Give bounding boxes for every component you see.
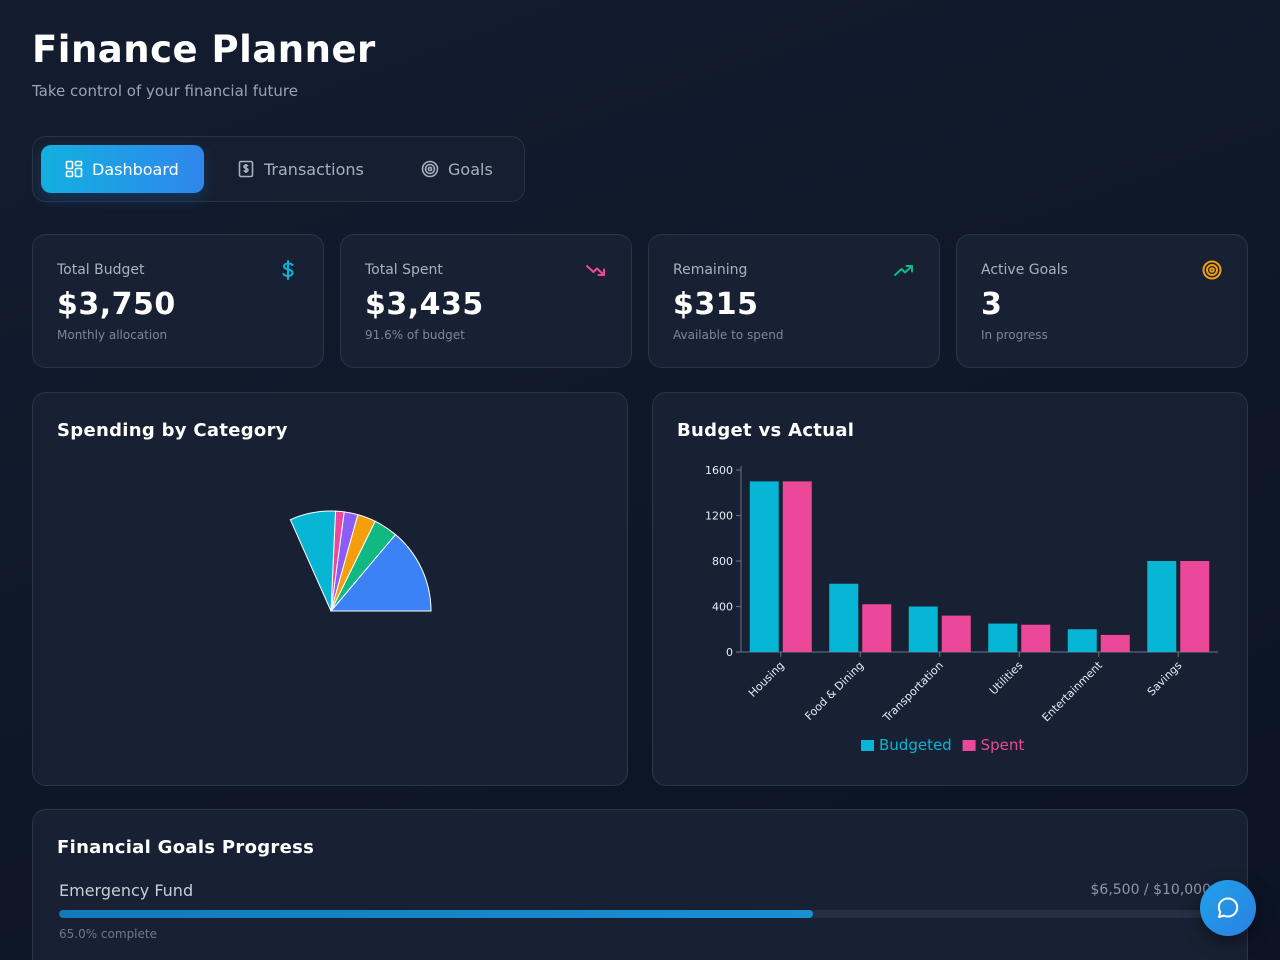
y-tick-label: 1200 bbox=[705, 510, 733, 523]
bar-budgeted-food-dining[interactable] bbox=[829, 583, 859, 652]
trending-up-icon bbox=[894, 265, 913, 276]
panel-title: Spending by Category bbox=[57, 420, 288, 441]
spending-by-category-panel: Spending by Category bbox=[32, 392, 628, 786]
stat-card-total-spent: Total Spent $3,435 91.6% of budget bbox=[340, 234, 632, 368]
bar-budgeted-transportation[interactable] bbox=[908, 606, 938, 653]
x-tick-label: Entertainment bbox=[1040, 658, 1106, 724]
y-tick-label: 0 bbox=[726, 646, 733, 659]
bar-budgeted-housing[interactable] bbox=[749, 481, 779, 652]
legend-label[interactable]: Spent bbox=[981, 736, 1025, 754]
financial-goals-panel: Financial Goals Progress Emergency Fund … bbox=[32, 809, 1248, 960]
stat-subtext: Available to spend bbox=[673, 328, 784, 342]
nav-tabs: Dashboard Transactions Goals bbox=[32, 136, 525, 202]
x-tick-label: Utilities bbox=[987, 659, 1026, 698]
x-tick-label: Transportation bbox=[880, 659, 946, 725]
tab-transactions[interactable]: Transactions bbox=[237, 145, 364, 193]
stat-card-remaining: Remaining $315 Available to spend bbox=[648, 234, 940, 368]
receipt-dollar-icon bbox=[238, 160, 254, 178]
pie-slice-savings[interactable] bbox=[289, 510, 337, 612]
chat-bubble-icon bbox=[1217, 897, 1239, 918]
pie-slice-housing[interactable] bbox=[329, 533, 432, 612]
legend-swatch bbox=[861, 740, 874, 751]
dollar-sign-icon bbox=[282, 260, 294, 280]
y-tick-label: 800 bbox=[712, 555, 733, 568]
panel-title: Financial Goals Progress bbox=[57, 837, 315, 858]
tab-goals-label: Goals bbox=[448, 159, 493, 179]
budget-vs-actual-chart: 0 400 800 1200 1600 Housing Food & Dining Trans… bbox=[705, 464, 1218, 754]
x-tick-label: Savings bbox=[1145, 659, 1185, 699]
goal-amount: $6,500 / $10,000 bbox=[1090, 882, 1212, 898]
tab-goals[interactable]: Goals bbox=[421, 145, 493, 193]
trending-down-icon bbox=[586, 265, 605, 276]
bar-spent-transportation[interactable] bbox=[941, 615, 971, 652]
legend-label[interactable]: Budgeted bbox=[879, 736, 952, 754]
budget-vs-actual-panel: Budget vs Actual 0 400 800 1200 1600 Housing F… bbox=[652, 392, 1248, 786]
stat-value: 3 bbox=[981, 287, 1003, 322]
y-tick-label: 1600 bbox=[705, 464, 733, 477]
panel-title: Budget vs Actual bbox=[677, 420, 855, 441]
stat-label: Total Spent bbox=[365, 262, 443, 278]
goal-name: Emergency Fund bbox=[59, 881, 194, 900]
stat-card-active-goals: Active Goals 3 In progress bbox=[956, 234, 1248, 368]
stat-subtext: In progress bbox=[981, 328, 1048, 342]
dashboard-grid-icon bbox=[65, 160, 83, 178]
bar-budgeted-entertainment[interactable] bbox=[1067, 629, 1097, 652]
x-tick-label: Housing bbox=[746, 659, 787, 700]
chat-button[interactable] bbox=[1200, 880, 1256, 936]
app-title: Finance Planner bbox=[32, 28, 376, 71]
stat-value: $3,750 bbox=[57, 287, 176, 322]
goal-percent: 65.0% complete bbox=[59, 927, 157, 941]
bar-spent-food-dining[interactable] bbox=[862, 604, 892, 652]
stat-value: $315 bbox=[673, 287, 759, 322]
legend-swatch bbox=[962, 740, 976, 751]
stat-subtext: Monthly allocation bbox=[57, 328, 168, 342]
stat-subtext: 91.6% of budget bbox=[365, 328, 465, 342]
stat-label: Remaining bbox=[673, 262, 748, 278]
bar-spent-entertainment[interactable] bbox=[1100, 634, 1130, 652]
stat-label: Active Goals bbox=[981, 262, 1068, 278]
bar-budgeted-savings[interactable] bbox=[1147, 561, 1177, 652]
stat-value: $3,435 bbox=[365, 287, 484, 322]
bar-spent-utilities[interactable] bbox=[1021, 624, 1051, 652]
y-tick-label: 400 bbox=[712, 601, 733, 614]
target-icon bbox=[421, 160, 439, 178]
tab-dashboard[interactable]: Dashboard bbox=[41, 145, 204, 193]
bar-spent-housing[interactable] bbox=[782, 481, 812, 652]
tab-dashboard-label: Dashboard bbox=[92, 159, 179, 179]
stat-card-total-budget: Total Budget $3,750 Monthly allocation bbox=[32, 234, 324, 368]
goal-progress-bar bbox=[59, 910, 1219, 918]
goal-progress-fill bbox=[59, 910, 813, 918]
tab-transactions-label: Transactions bbox=[264, 159, 364, 179]
bar-spent-savings[interactable] bbox=[1180, 561, 1210, 652]
stat-label: Total Budget bbox=[57, 262, 145, 278]
app-subtitle: Take control of your financial future bbox=[32, 82, 298, 100]
x-tick-label: Food & Dining bbox=[802, 659, 866, 723]
target-icon bbox=[1202, 260, 1222, 280]
spending-pie-chart bbox=[289, 510, 432, 612]
bar-budgeted-utilities[interactable] bbox=[988, 623, 1018, 652]
